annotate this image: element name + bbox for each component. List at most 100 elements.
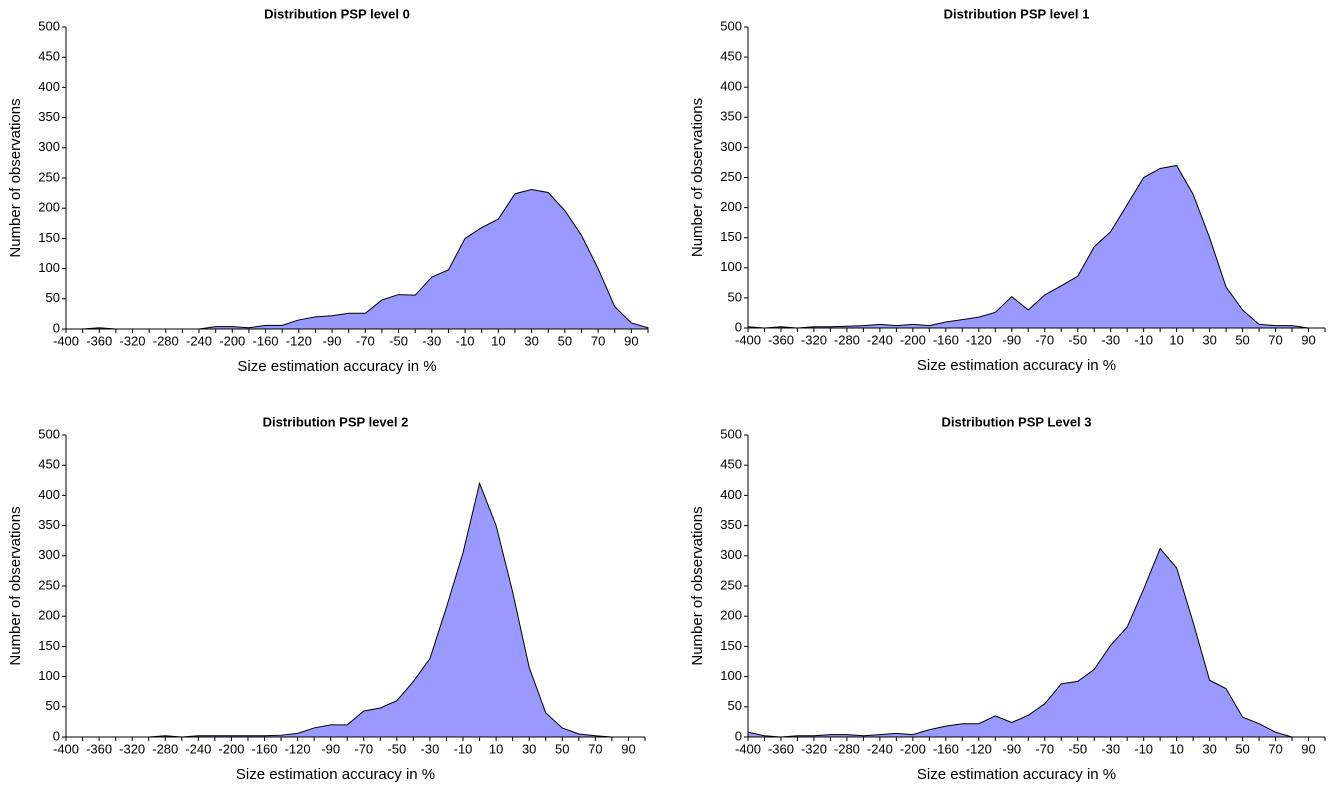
x-tick-label: 10: [1169, 741, 1183, 756]
x-tick-label: -400: [735, 741, 761, 756]
y-tick-label: 450: [38, 457, 60, 472]
x-tick-label: 70: [591, 333, 605, 348]
chart-panel: Distribution PSP level 2 0 50 100 150 200 250 3…: [7, 414, 646, 783]
x-tick-label: -70: [356, 333, 375, 348]
x-tick-label: -320: [119, 333, 145, 348]
x-tick-label: -400: [735, 332, 761, 347]
x-tick-label: -30: [421, 741, 440, 756]
chart-panel: Distribution PSP level 1 0 50 100 150 200 250 3…: [689, 6, 1326, 374]
x-tick-label: -120: [285, 741, 311, 756]
y-tick-label: 0: [735, 319, 742, 334]
x-tick-label: 10: [489, 741, 503, 756]
y-tick-label: 0: [735, 728, 742, 743]
y-tick-label: 150: [720, 638, 742, 653]
y-tick-label: 50: [46, 290, 60, 305]
x-tick-label: -320: [801, 332, 827, 347]
x-tick-label: -160: [253, 333, 279, 348]
x-axis-title: Size estimation accuracy in %: [917, 357, 1116, 374]
y-tick-label: 250: [720, 577, 742, 592]
y-tick-label: 100: [38, 260, 60, 275]
y-tick-label: 200: [720, 199, 742, 214]
x-tick-label: -120: [966, 741, 992, 756]
y-tick-label: 300: [38, 547, 60, 562]
y-tick-label: 150: [38, 638, 60, 653]
x-tick-label: 90: [1301, 332, 1315, 347]
y-tick-label: 350: [720, 109, 742, 124]
y-tick-label: 250: [38, 169, 60, 184]
y-tick-label: 100: [720, 668, 742, 683]
x-tick-label: -30: [1101, 332, 1120, 347]
x-tick-label: -240: [867, 332, 893, 347]
x-tick-label: 30: [1202, 332, 1216, 347]
y-tick-label: 0: [53, 320, 60, 335]
x-tick-label: 50: [555, 741, 569, 756]
y-axis-title: Number of observations: [689, 98, 706, 257]
x-tick-label: -240: [186, 333, 212, 348]
x-tick-label: -10: [454, 741, 473, 756]
y-tick-label: 50: [728, 698, 742, 713]
area: [66, 188, 649, 330]
x-tick-label: -10: [1134, 332, 1153, 347]
x-tick-label: -70: [1035, 741, 1054, 756]
x-tick-label: -50: [1068, 741, 1087, 756]
y-tick-label: 300: [720, 139, 742, 154]
chart-title: Distribution PSP Level 3: [941, 414, 1091, 429]
x-tick-label: 30: [1202, 741, 1216, 756]
y-tick-label: 350: [720, 517, 742, 532]
x-tick-label: -240: [867, 741, 893, 756]
x-tick-label: 10: [1169, 332, 1183, 347]
x-tick-label: -120: [286, 333, 312, 348]
x-tick-label: -400: [53, 333, 79, 348]
x-tick-label: -50: [389, 333, 408, 348]
x-tick-label: -360: [768, 332, 794, 347]
y-tick-label: 0: [53, 728, 60, 743]
y-tick-label: 350: [38, 109, 60, 124]
x-tick-label: -90: [1002, 741, 1021, 756]
x-tick-label: 30: [522, 741, 536, 756]
x-tick-label: 90: [1301, 741, 1315, 756]
y-tick-label: 500: [38, 426, 60, 441]
x-tick-label: -160: [251, 741, 277, 756]
y-axis-title: Number of observations: [7, 98, 24, 257]
x-tick-label: -90: [323, 333, 342, 348]
chart-panel: Distribution PSP level 0 0 50 100 150 200 250 3…: [7, 6, 649, 375]
y-tick-label: 150: [38, 230, 60, 245]
y-tick-label: 250: [720, 169, 742, 184]
x-tick-label: -320: [801, 741, 827, 756]
x-tick-label: -360: [768, 741, 794, 756]
y-tick-label: 400: [38, 487, 60, 502]
x-tick-label: -70: [1035, 332, 1054, 347]
y-tick-label: 500: [720, 426, 742, 441]
x-tick-label: -320: [119, 741, 145, 756]
chart-panel: Distribution PSP Level 3 0 50 100 150 200 250 3…: [689, 414, 1326, 783]
y-tick-label: 200: [720, 608, 742, 623]
x-tick-label: -360: [86, 333, 112, 348]
y-tick-label: 200: [38, 200, 60, 215]
area: [747, 164, 1325, 329]
x-tick-label: -360: [86, 741, 112, 756]
x-tick-label: -280: [834, 332, 860, 347]
x-tick-label: 50: [1235, 332, 1249, 347]
y-tick-label: 450: [720, 49, 742, 64]
x-tick-label: 10: [491, 333, 505, 348]
chart-title: Distribution PSP level 0: [264, 6, 410, 21]
area: [66, 481, 645, 738]
chart-title: Distribution PSP level 2: [263, 414, 409, 429]
x-axis-title: Size estimation accuracy in %: [236, 766, 435, 783]
x-axis-title: Size estimation accuracy in %: [917, 766, 1116, 783]
x-tick-label: -160: [933, 741, 959, 756]
x-tick-label: -240: [185, 741, 211, 756]
x-tick-label: 70: [1268, 332, 1282, 347]
x-tick-label: -200: [900, 741, 926, 756]
y-tick-label: 500: [720, 18, 742, 33]
x-tick-label: -90: [321, 741, 340, 756]
x-tick-label: -280: [834, 741, 860, 756]
y-tick-label: 500: [38, 18, 60, 33]
y-axis-title: Number of observations: [7, 506, 24, 665]
x-tick-label: -50: [1068, 332, 1087, 347]
x-tick-label: 70: [1268, 741, 1282, 756]
y-tick-label: 350: [38, 517, 60, 532]
x-tick-label: -90: [1002, 332, 1021, 347]
x-tick-label: -70: [354, 741, 373, 756]
x-tick-label: 70: [588, 741, 602, 756]
